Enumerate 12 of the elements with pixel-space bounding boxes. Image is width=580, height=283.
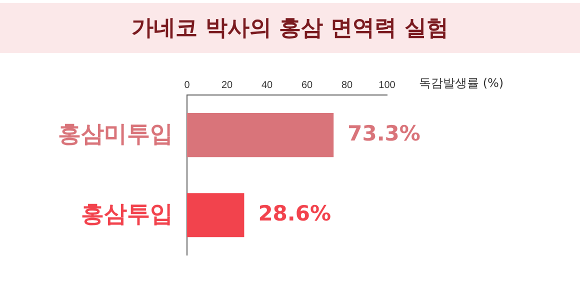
y-tick-label: 홍삼투입 xyxy=(81,200,173,226)
x-tick-label: 0 xyxy=(184,80,190,91)
data-label: 28.6% xyxy=(258,202,332,226)
x-tick-label: 100 xyxy=(378,80,396,91)
x-axis-title: 독감발생률 (%) xyxy=(419,76,504,90)
x-tick-label: 80 xyxy=(341,80,353,91)
x-tick-label: 40 xyxy=(261,80,273,91)
x-tick-label: 60 xyxy=(301,80,313,91)
x-tick-label: 20 xyxy=(221,80,233,91)
y-tick-label: 홍삼미투입 xyxy=(58,120,173,146)
chart-title: 가네코 박사의 홍삼 면역력 실험 xyxy=(0,3,580,53)
data-label: 73.3% xyxy=(348,122,420,146)
